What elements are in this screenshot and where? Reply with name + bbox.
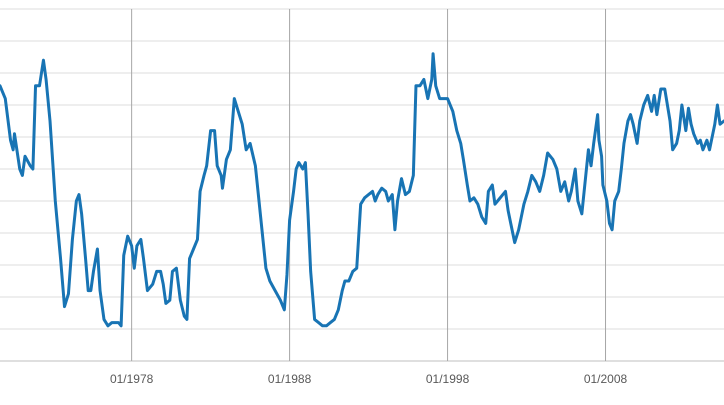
x-tick-label: 01/1988 — [268, 372, 312, 386]
x-tick-label: 01/1978 — [110, 372, 154, 386]
x-tick-label: 01/2008 — [584, 372, 628, 386]
data-line — [0, 52, 724, 328]
x-tick-label: 01/1998 — [426, 372, 470, 386]
